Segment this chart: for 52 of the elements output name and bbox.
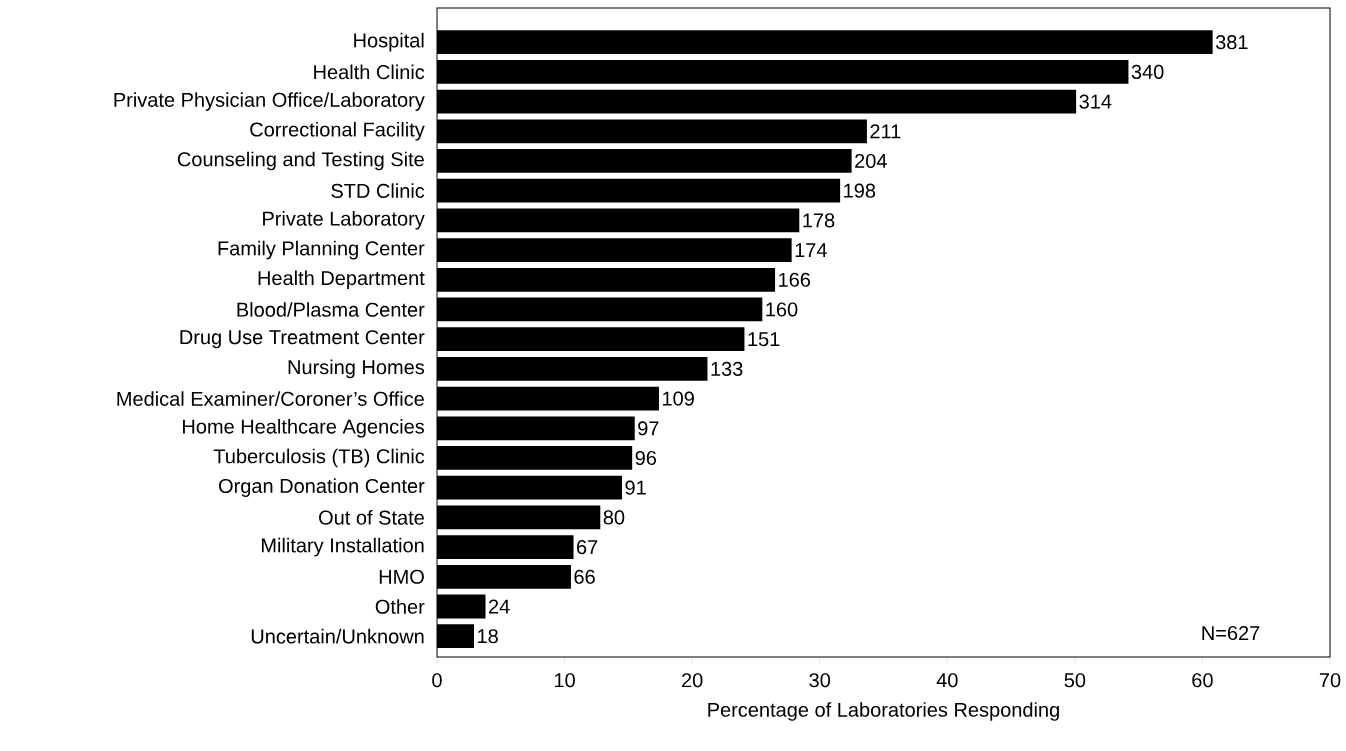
x-tick-label: 70 — [1319, 673, 1341, 688]
annotation: 24 — [488, 599, 510, 614]
y-tick-label: Private Physician Office/Laboratory — [114, 92, 425, 111]
annotation: 18 — [478, 629, 498, 644]
annotation: 67 — [577, 540, 598, 555]
annotation: 314 — [1079, 94, 1112, 109]
annotation: N=627 — [1202, 625, 1260, 641]
y-tick-label: Private Laboratory — [263, 211, 425, 230]
y-tick-label: Military Installation — [261, 537, 424, 557]
x-tick-label: 50 — [1064, 673, 1086, 688]
y-tick-label: Counseling and Testing Site — [177, 151, 424, 171]
annotation: 204 — [855, 153, 887, 169]
y-tick-label: STD Clinic — [331, 183, 425, 198]
annotation: 211 — [870, 124, 901, 139]
annotation: 151 — [748, 332, 780, 347]
y-tick-label: Blood/Plasma Center — [237, 302, 425, 317]
y-tick-label: Health Department — [258, 270, 425, 290]
x-axis-title: Percentage of Laboratories Responding — [708, 702, 1059, 721]
x-tick-label: 30 — [809, 673, 831, 688]
y-tick-label: Correctional Facility — [250, 121, 425, 141]
annotation: 97 — [638, 421, 659, 436]
x-tick-label: 0 — [432, 673, 442, 688]
annotation: 66 — [574, 569, 595, 584]
annotation: 91 — [625, 480, 646, 495]
y-tick-label: Uncertain/Unknown — [251, 628, 424, 644]
annotation: 178 — [803, 213, 835, 228]
y-tick-label: Home Healthcare Agencies — [183, 418, 425, 438]
x-tick-label: 40 — [936, 673, 958, 688]
y-tick-label: HMO — [379, 569, 424, 584]
annotation: 80 — [603, 510, 625, 525]
x-tick-label: 20 — [682, 673, 703, 688]
annotation: 381 — [1215, 35, 1248, 50]
y-tick-label: Organ Donation Center — [218, 478, 425, 498]
x-tick-label: 10 — [554, 673, 575, 688]
y-tick-label: Hospital — [354, 32, 424, 52]
annotation: 340 — [1131, 64, 1164, 79]
y-tick-label: Nursing Homes — [288, 359, 425, 379]
annotation: 109 — [663, 391, 694, 406]
x-tick-label: 60 — [1192, 673, 1213, 688]
annotation: 160 — [766, 302, 798, 317]
annotation: 133 — [711, 361, 743, 376]
annotation: 166 — [779, 272, 811, 287]
annotation: 96 — [635, 450, 657, 466]
annotation: 174 — [795, 243, 827, 257]
y-tick-label: Other — [375, 599, 425, 614]
y-tick-label: Drug Use Treatment Center — [180, 330, 425, 349]
annotation: 198 — [844, 183, 876, 198]
y-tick-label: Medical Examiner/Coroner’s Office — [117, 391, 424, 406]
y-tick-label: Health Clinic — [314, 64, 425, 80]
y-tick-label: Out of State — [319, 510, 424, 525]
y-tick-label: Tuberculosis (TB) Clinic — [213, 448, 425, 468]
y-tick-label: Family Planning Center — [218, 240, 425, 260]
